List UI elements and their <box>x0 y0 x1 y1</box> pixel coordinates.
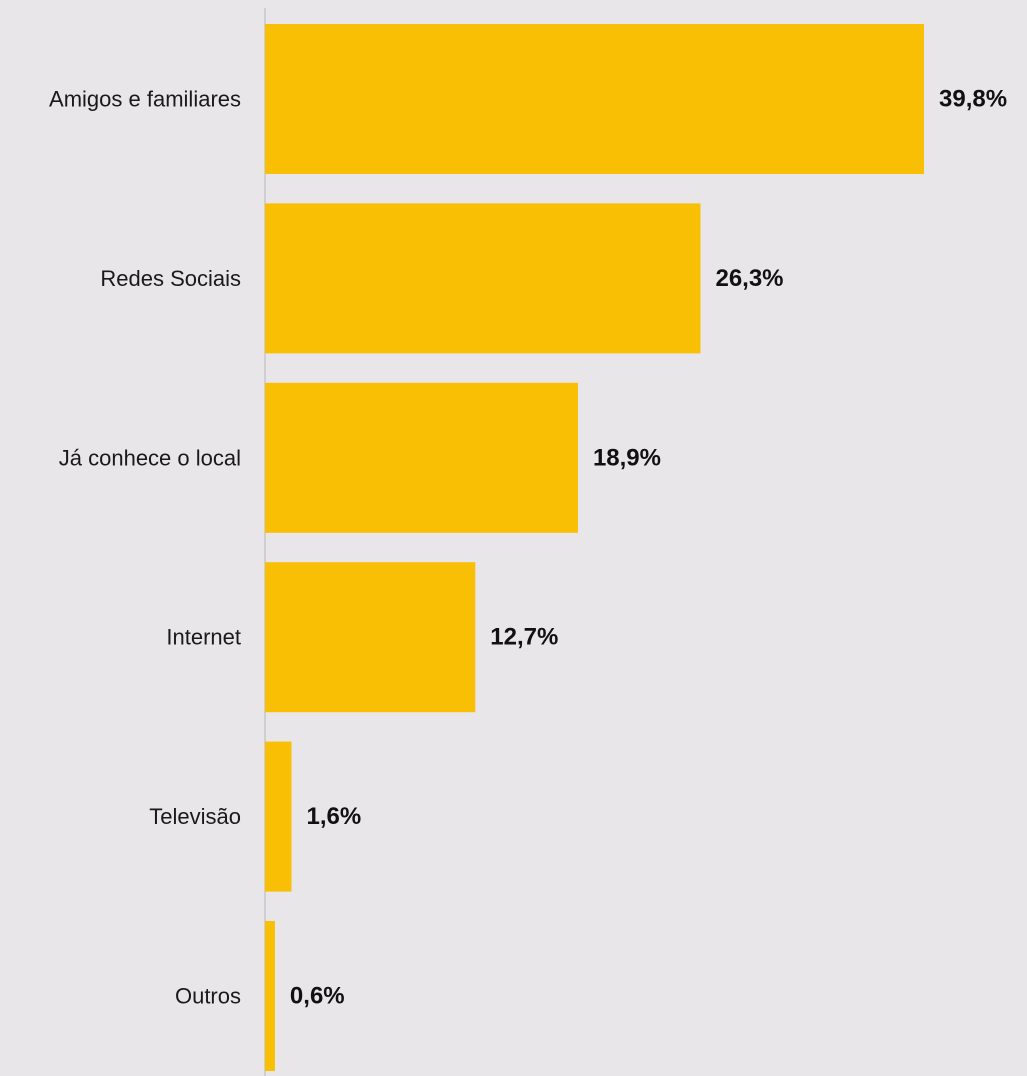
category-label: Redes Sociais <box>100 266 241 291</box>
category-label: Amigos e familiares <box>49 87 241 112</box>
category-label: Internet <box>166 625 241 650</box>
bar-2 <box>265 382 578 533</box>
category-labels: Amigos e familiares Redes Sociais Já conhe… <box>49 87 241 1009</box>
bar-0 <box>265 24 924 174</box>
value-label: 18,9% <box>593 444 661 471</box>
bar-3 <box>265 562 476 713</box>
category-label: Televisão <box>149 804 241 829</box>
bar-1 <box>265 203 701 354</box>
bar-4 <box>265 741 292 892</box>
value-label: 1,6% <box>306 803 361 830</box>
category-label: Outros <box>175 984 241 1009</box>
value-label: 0,6% <box>290 983 345 1010</box>
value-label: 12,7% <box>490 624 558 651</box>
category-label: Já conhece o local <box>59 445 241 470</box>
bars-group <box>265 24 924 1071</box>
bar-5 <box>265 921 275 1071</box>
value-label: 26,3% <box>715 265 783 292</box>
value-labels: 39,8% 26,3% 18,9% 12,7% 1,6% 0,6% <box>290 86 1007 1010</box>
value-label: 39,8% <box>939 86 1007 113</box>
